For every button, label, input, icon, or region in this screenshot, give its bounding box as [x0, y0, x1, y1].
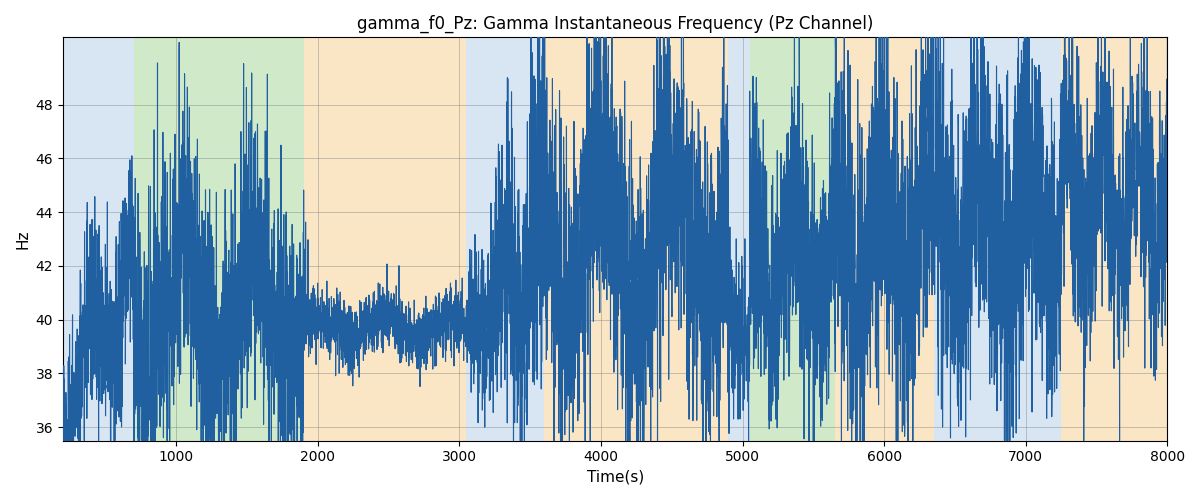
Title: gamma_f0_Pz: Gamma Instantaneous Frequency (Pz Channel): gamma_f0_Pz: Gamma Instantaneous Frequen… [356, 15, 874, 34]
Bar [304, 38, 467, 440]
Bar [1061, 38, 1168, 440]
Bar [934, 38, 1061, 440]
X-axis label: Time(s): Time(s) [587, 470, 643, 485]
Bar [133, 38, 304, 440]
Bar [545, 38, 728, 440]
Y-axis label: Hz: Hz [16, 230, 30, 249]
Bar [728, 38, 750, 440]
Bar [835, 38, 934, 440]
Bar [62, 38, 133, 440]
Bar [467, 38, 545, 440]
Bar [750, 38, 835, 440]
